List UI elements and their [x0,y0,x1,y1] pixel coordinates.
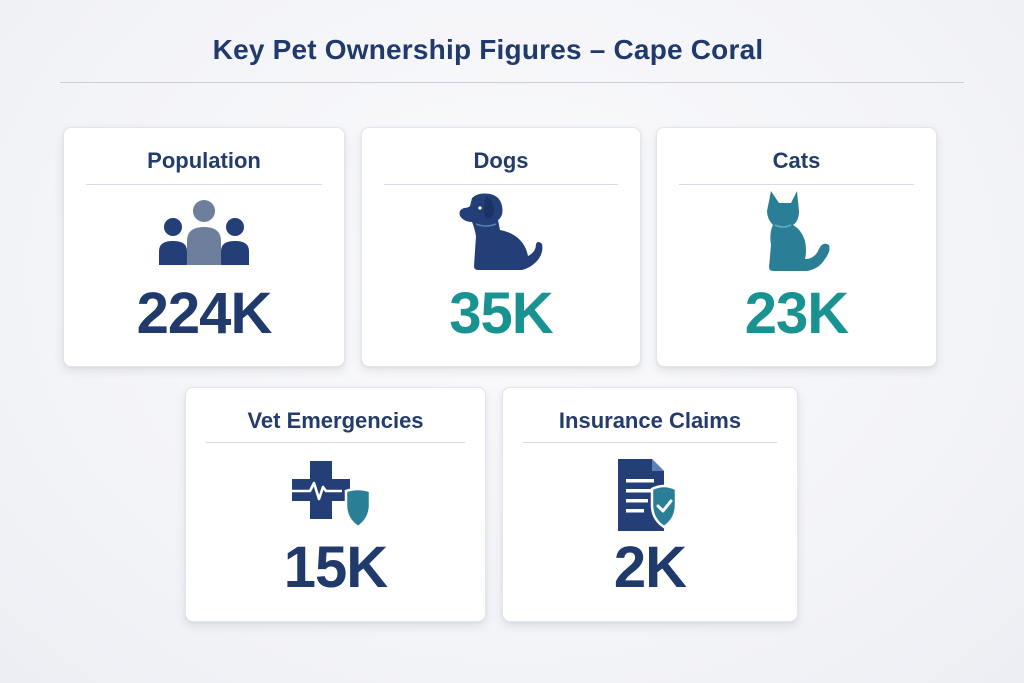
card-divider [206,442,465,443]
cat-icon [657,191,936,272]
card-divider [679,184,914,185]
stat-card-population: Population 224K [63,127,345,367]
people-group-icon [64,192,344,272]
card-label: Dogs [473,148,529,173]
card-value: 23K [744,281,849,346]
document-shield-icon [503,454,797,536]
card-value: 35K [449,281,553,346]
card-label: Insurance Claims [558,408,742,433]
card-divider [86,184,322,185]
card-value: 224K [136,281,273,346]
title-divider [60,82,964,83]
card-label: Vet Emergencies [247,408,424,433]
stat-card-vet-emergencies: Vet Emergencies 15K [185,387,486,622]
card-value: 2K [613,535,687,600]
medical-cross-shield-icon [186,454,485,536]
stat-card-dogs: Dogs 35K [361,127,641,367]
card-divider [384,184,618,185]
dog-icon [362,192,640,272]
card-value: 15K [283,535,388,600]
card-label: Population [147,148,261,173]
stat-card-cats: Cats 23K [656,127,937,367]
card-divider [523,442,777,443]
card-label: Cats [772,148,821,173]
page-title: Key Pet Ownership Figures – Cape Coral [212,34,764,65]
stat-card-insurance-claims: Insurance Claims 2K [502,387,798,622]
